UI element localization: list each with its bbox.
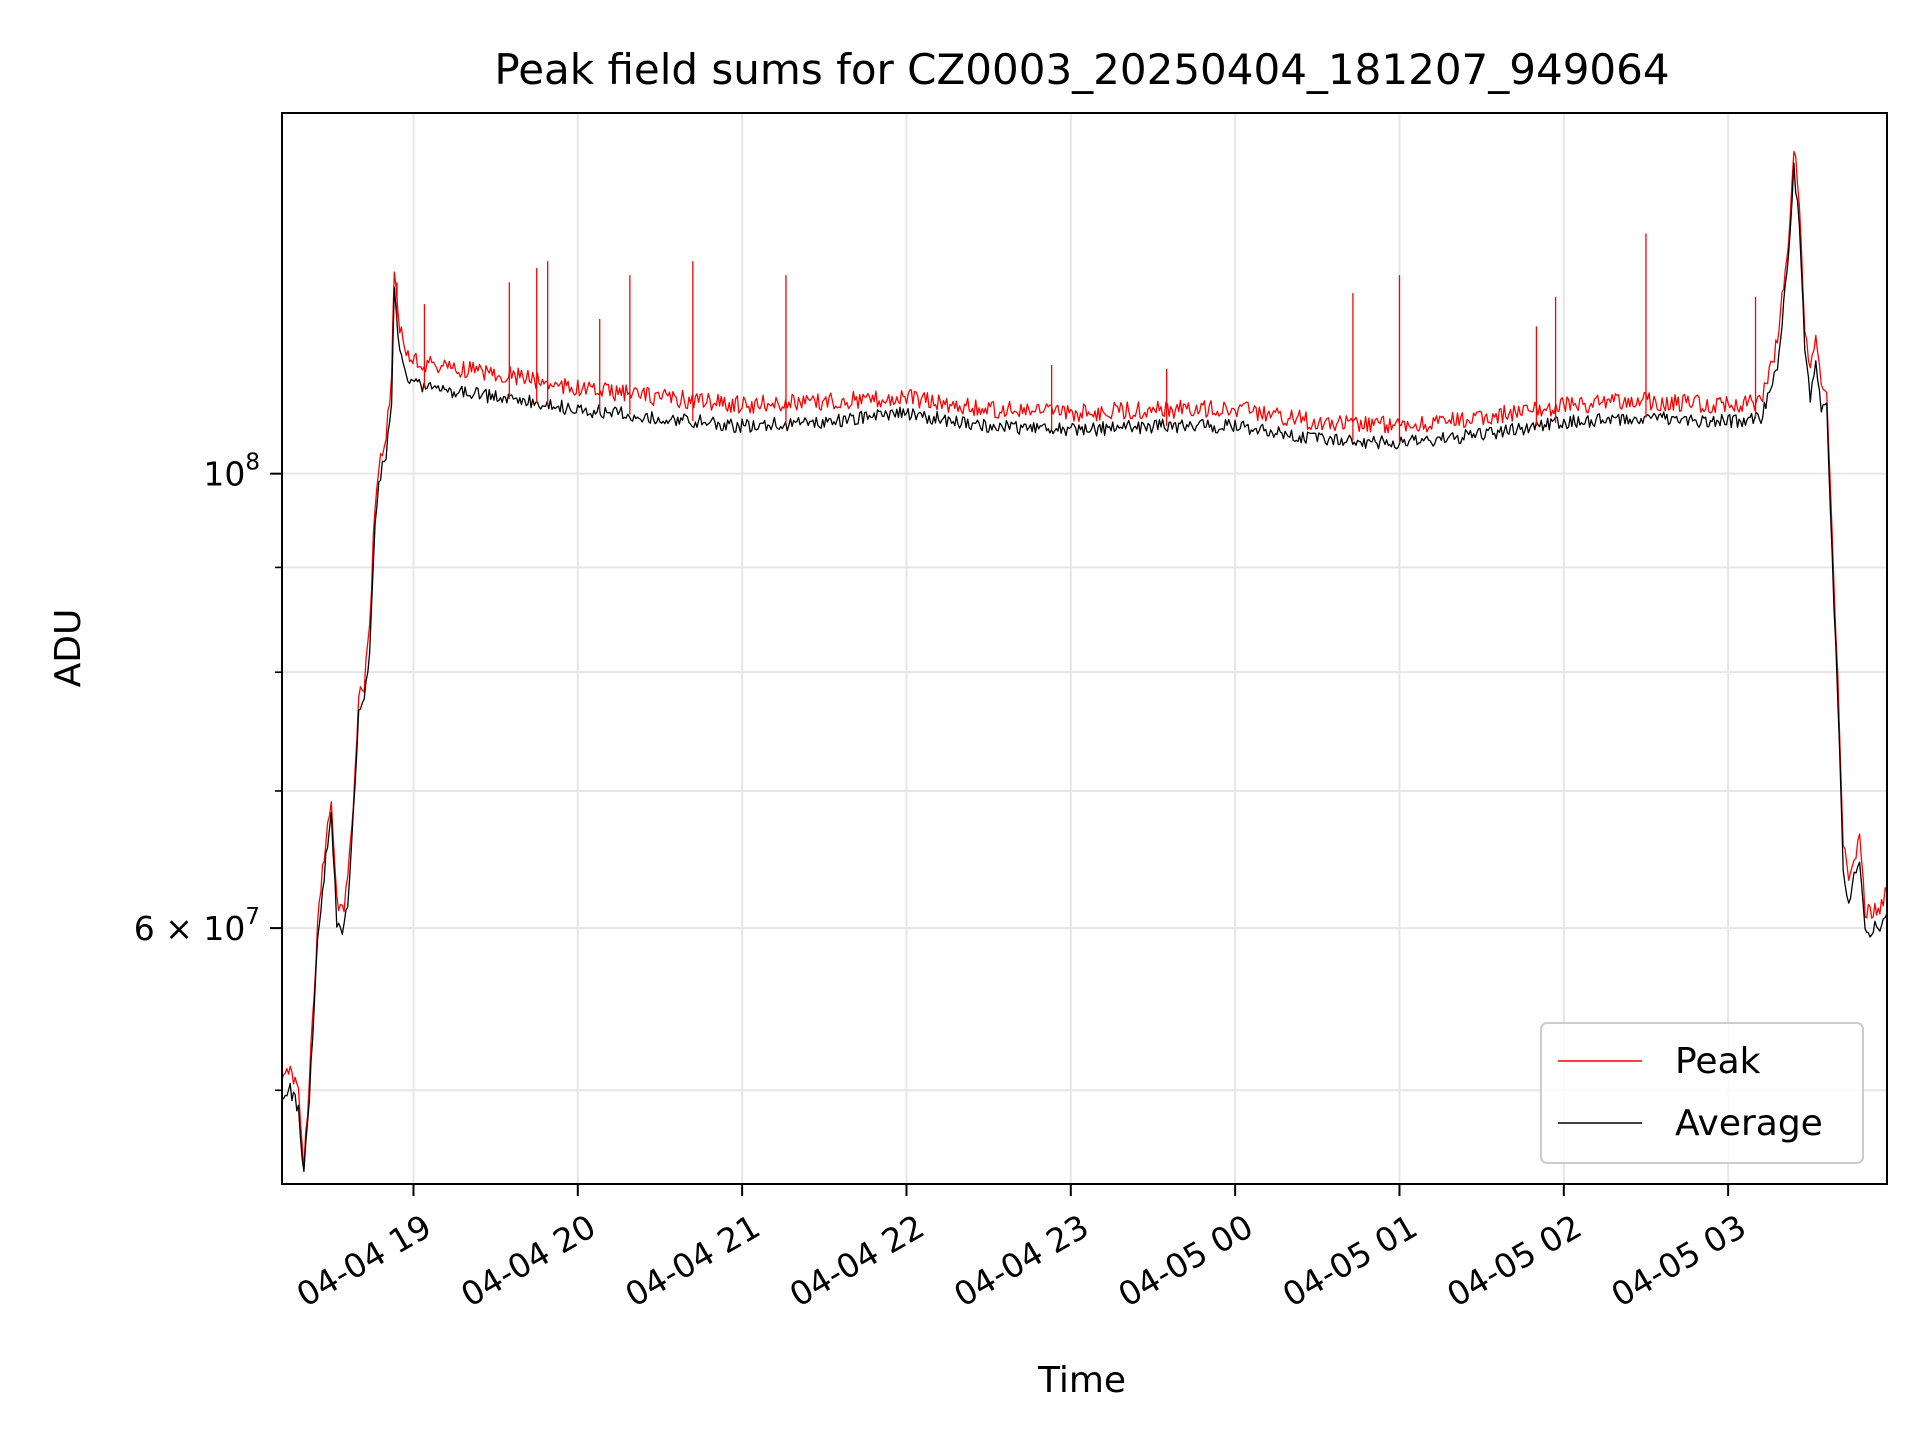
legend-average-label: Average [1675,1103,1823,1144]
y-axis-label: ADU [48,609,89,688]
series-peak-line [282,150,1887,1171]
y-tick-label: 6 × 107 [134,904,260,948]
legend-peak-label: Peak [1675,1041,1761,1082]
plot-frame [281,112,1888,1185]
grid [282,113,1887,1184]
series-layer [282,150,1887,1173]
chart-title: Peak field sums for CZ0003_20250404_1812… [494,45,1669,94]
series-average-line [282,162,1887,1173]
y-tick-label: 108 [203,450,260,494]
y-axis: 6 × 107 108 [134,450,282,1092]
legend: Peak Average [1540,1022,1864,1164]
x-axis-label: Time [1037,1360,1126,1401]
legend-box [1540,1022,1864,1164]
